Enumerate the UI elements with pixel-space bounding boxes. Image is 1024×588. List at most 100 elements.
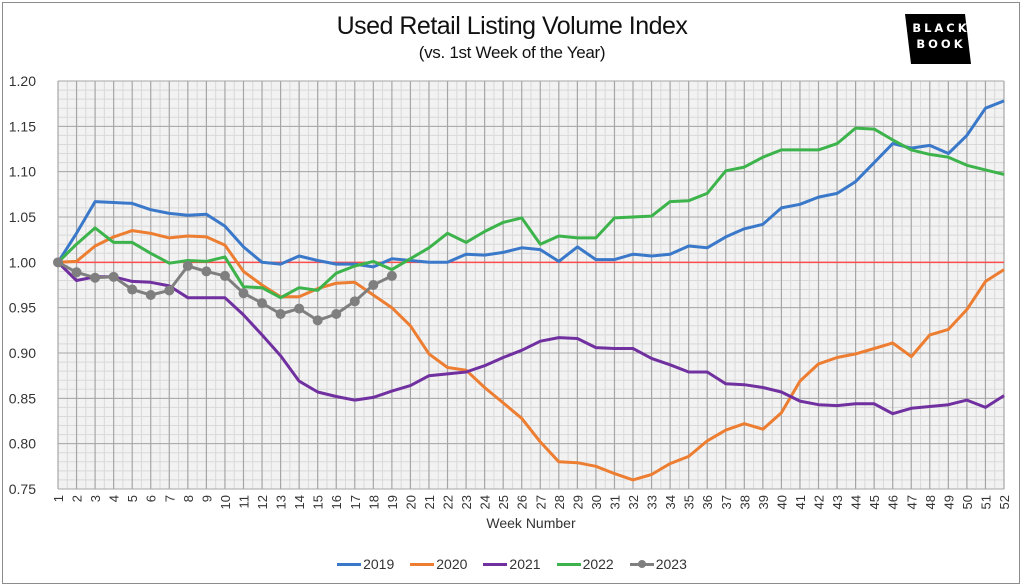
x-tick-label: 34 (663, 495, 678, 509)
x-tick-label: 14 (292, 495, 307, 509)
legend-swatch-icon (556, 562, 581, 566)
series-2019 (56, 99, 1005, 269)
data-point-marker (164, 285, 175, 296)
x-tick-label: 4 (107, 495, 122, 502)
x-tick-label: 22 (441, 495, 456, 509)
legend-swatch-icon (629, 559, 654, 568)
x-tick-label: 24 (478, 495, 493, 509)
legend-label: 2020 (436, 556, 468, 572)
x-tick-label: 17 (348, 495, 363, 509)
x-tick-label: 1 (51, 495, 66, 502)
x-tick-label: 27 (533, 495, 548, 509)
data-point-marker (53, 257, 63, 268)
data-point-marker (275, 309, 286, 320)
data-point-marker (108, 271, 119, 282)
legend-item-2022: 2022 (556, 556, 614, 572)
x-tick-label: 18 (366, 495, 381, 509)
legend-label: 2022 (582, 556, 614, 572)
legend-swatch-icon (483, 562, 508, 566)
data-point-marker (238, 288, 249, 299)
x-tick-label: 6 (144, 495, 159, 502)
y-tick-label: 1.00 (9, 254, 36, 270)
legend-item-2021: 2021 (483, 556, 541, 572)
data-point-marker (201, 266, 212, 277)
logo-text: BLACK BOOK (905, 20, 977, 52)
x-tick-label: 48 (923, 495, 938, 509)
data-point-marker (386, 270, 397, 281)
x-tick-label: 19 (385, 495, 400, 509)
x-tick-label: 43 (830, 495, 845, 509)
data-point-marker (312, 315, 323, 326)
x-tick-label: 12 (255, 495, 270, 509)
x-tick-label: 51 (978, 495, 993, 509)
y-tick-label: 1.05 (9, 209, 36, 225)
x-tick-label: 49 (941, 495, 956, 509)
legend-label: 2023 (655, 556, 687, 572)
x-tick-label: 39 (756, 495, 771, 509)
logo-line-2: BOOK (916, 37, 966, 51)
chart-legend: 2019 2020 2021 2022 2023 (0, 556, 1024, 572)
y-tick-label: 1.10 (9, 164, 36, 180)
x-tick-label: 46 (886, 495, 901, 509)
data-point-marker (90, 272, 101, 283)
y-tick-label: 0.80 (9, 436, 36, 452)
series-line-2022 (56, 126, 1005, 300)
x-tick-label: 16 (329, 495, 344, 509)
black-book-logo (905, 14, 971, 64)
series-2022 (56, 126, 1005, 300)
x-tick-label: 40 (774, 495, 789, 509)
data-point-marker (368, 280, 379, 290)
x-tick-label: 35 (682, 495, 697, 509)
data-point-marker (294, 303, 305, 314)
x-tick-label: 9 (199, 495, 214, 502)
x-tick-label: 26 (515, 495, 530, 509)
logo-line-1: BLACK (912, 21, 970, 35)
x-tick-label: 30 (589, 495, 604, 509)
series-2023 (53, 257, 397, 326)
legend-swatch-icon (410, 562, 435, 566)
series-line-2019 (56, 99, 1005, 269)
y-tick-label: 1.15 (9, 118, 36, 134)
x-tick-label: 31 (607, 495, 622, 509)
legend-label: 2019 (363, 556, 395, 572)
x-tick-label: 28 (552, 495, 567, 509)
legend-swatch-icon (337, 562, 362, 566)
x-tick-label: 50 (960, 495, 975, 509)
x-tick-label: 52 (997, 495, 1012, 509)
x-tick-label: 32 (626, 495, 641, 509)
x-tick-label: 5 (125, 495, 140, 502)
legend-item-2019: 2019 (337, 556, 394, 572)
x-tick-label: 20 (403, 495, 418, 509)
data-point-marker (127, 284, 138, 295)
x-tick-label: 45 (867, 495, 882, 509)
x-tick-label: 23 (459, 495, 474, 509)
x-tick-label: 38 (737, 495, 752, 509)
x-tick-label: 13 (274, 495, 289, 509)
x-tick-label: 42 (812, 495, 827, 509)
y-tick-label: 0.95 (9, 300, 36, 316)
data-point-marker (145, 289, 156, 300)
data-point-marker (71, 267, 82, 278)
x-tick-label: 33 (645, 495, 660, 509)
chart-title: Used Retail Listing Volume Index (336, 12, 688, 40)
x-tick-label: 25 (496, 495, 511, 509)
x-tick-label: 2 (70, 495, 85, 502)
x-tick-label: 7 (162, 495, 177, 502)
series-line-2021 (56, 261, 1005, 416)
x-tick-label: 41 (793, 495, 808, 509)
data-point-marker (257, 298, 268, 309)
x-tick-label: 37 (719, 495, 734, 509)
x-tick-label: 15 (311, 495, 326, 509)
y-tick-label: 1.20 (9, 73, 36, 89)
x-tick-label: 11 (236, 495, 251, 509)
x-tick-label: 21 (422, 495, 437, 509)
data-point-marker (349, 296, 360, 307)
series-2021 (56, 261, 1005, 416)
series-line-2020 (57, 229, 1005, 482)
data-point-marker (182, 260, 193, 271)
legend-item-2023: 2023 (629, 556, 687, 572)
x-axis-label: Week Number (486, 515, 576, 531)
series-2020 (57, 229, 1005, 482)
y-tick-label: 0.90 (9, 345, 36, 361)
